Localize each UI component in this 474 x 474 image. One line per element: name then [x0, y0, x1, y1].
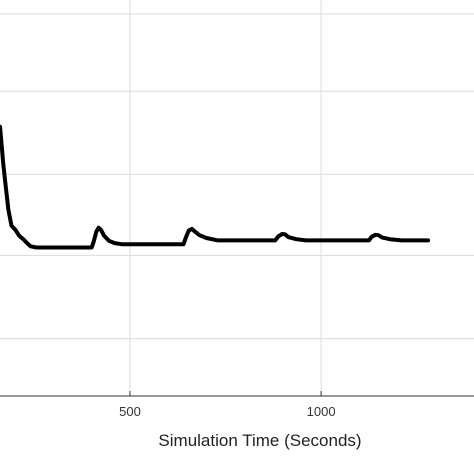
x-axis-ticks: 500 1000	[119, 391, 336, 419]
grid-lines	[0, 0, 474, 396]
series-line-0	[0, 124, 431, 250]
series-group	[0, 124, 431, 250]
x-tick-label-500: 500	[119, 404, 141, 419]
x-axis-title: Simulation Time (Seconds)	[158, 431, 361, 450]
x-tick-label-1000: 1000	[307, 404, 336, 419]
